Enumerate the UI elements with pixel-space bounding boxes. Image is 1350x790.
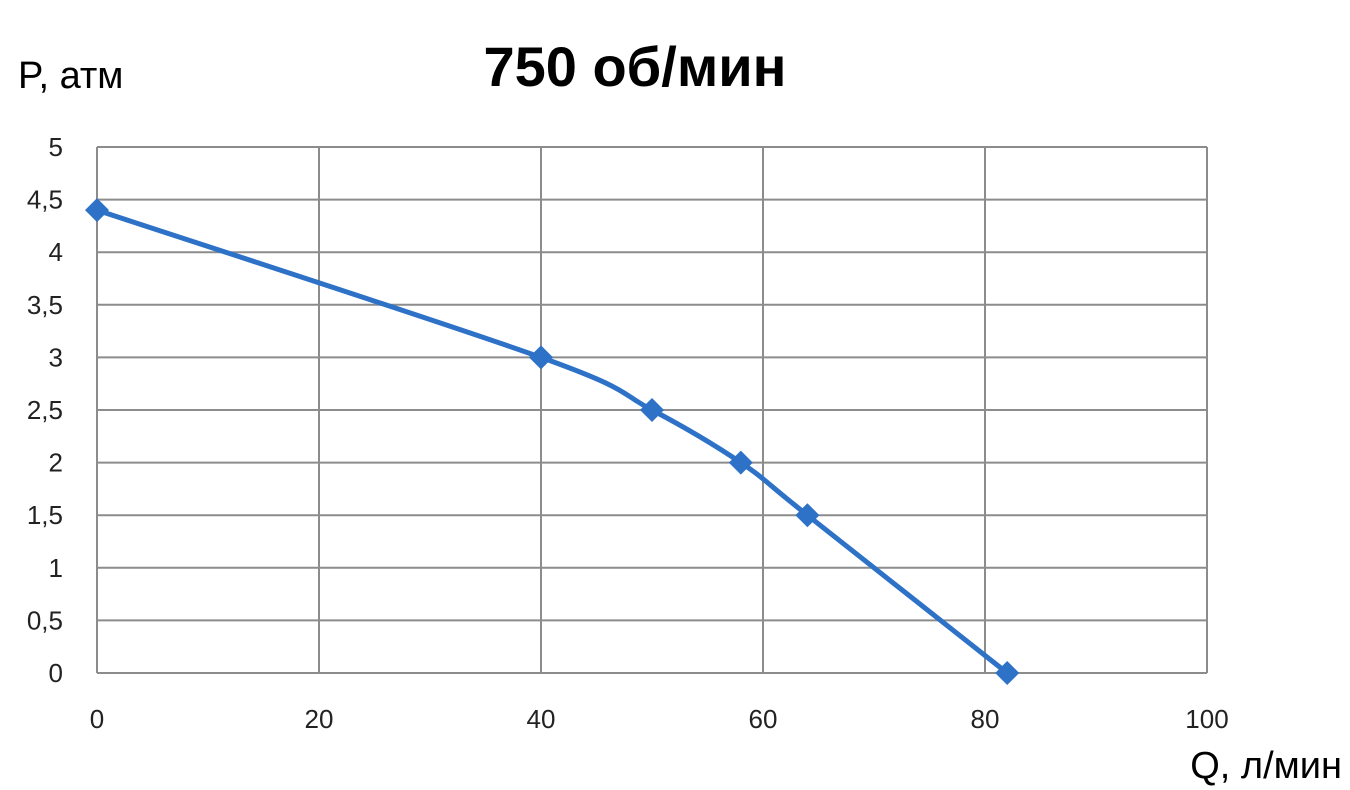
x-axis-title: Q, л/мин [1190,745,1342,787]
data-point-marker [728,450,753,475]
y-tick-labels: 0 0,5 1 1,5 2 2,5 3 3,5 4 4,5 5 [27,132,63,688]
data-point-marker [85,198,109,223]
x-tick-label: 0 [90,704,104,734]
data-point-marker [640,398,664,422]
x-tick-label: 60 [749,704,778,734]
data-point-marker [795,503,820,528]
x-tick-labels: 0 20 40 60 80 100 [90,704,1229,734]
y-tick-label: 2,5 [27,395,63,425]
y-tick-label: 3,5 [27,290,63,320]
y-tick-label: 1 [49,553,63,583]
x-tick-label: 40 [527,704,556,734]
y-tick-label: 5 [49,132,63,162]
data-point-marker [529,345,553,370]
series-line [94,207,1010,676]
x-tick-label: 20 [305,704,334,734]
data-point-marker [995,661,1020,685]
x-tick-label: 100 [1185,704,1228,734]
y-tick-label: 4,5 [27,185,63,215]
y-tick-label: 0 [49,658,63,688]
series-layer [94,207,1010,676]
y-axis-title: P, атм [18,55,123,97]
y-tick-label: 1,5 [27,500,63,530]
y-tick-label: 2 [49,448,63,478]
y-tick-label: 4 [49,237,63,267]
y-tick-label: 0,5 [27,605,63,635]
x-tick-label: 80 [971,704,1000,734]
y-tick-label: 3 [49,342,63,372]
chart-title: 750 об/мин [483,35,786,98]
data-markers [85,198,1020,685]
